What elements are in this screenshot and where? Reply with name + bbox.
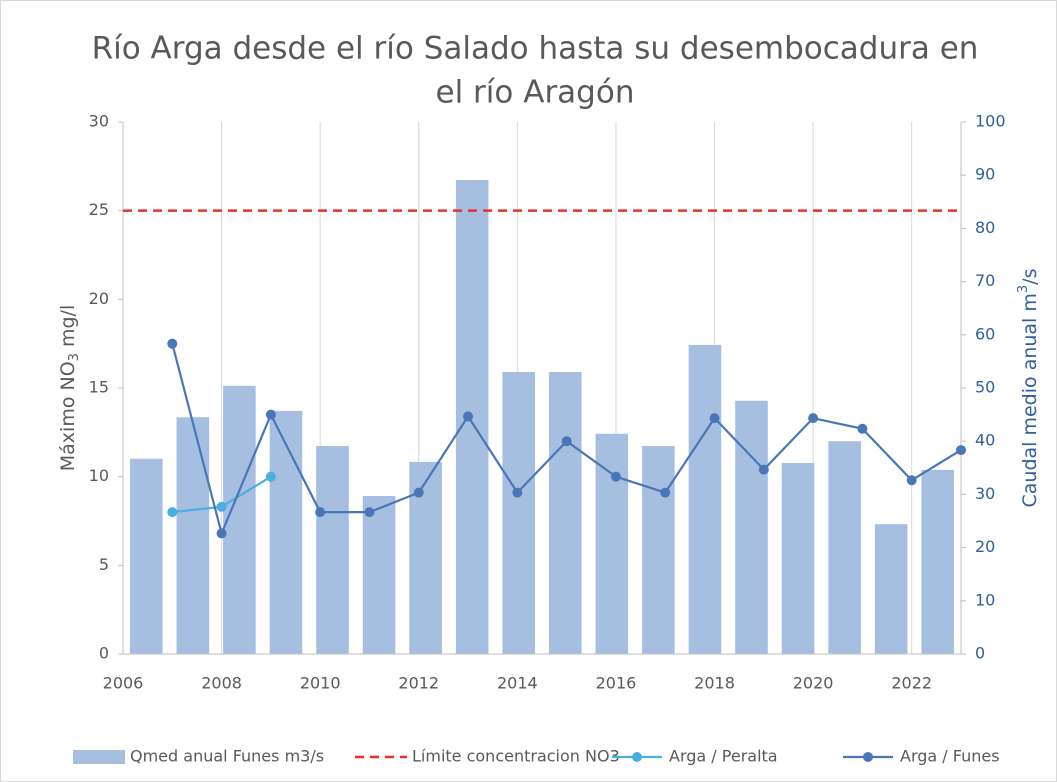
y-tick-label: 5 bbox=[99, 555, 109, 574]
x-tick-label: 2010 bbox=[300, 674, 341, 693]
bar bbox=[176, 417, 210, 654]
y2-tick-label: 70 bbox=[975, 271, 995, 290]
point bbox=[561, 436, 572, 447]
y-axis-label-sub: 3 bbox=[67, 353, 82, 361]
legend-swatch bbox=[73, 750, 125, 764]
legend-label: Arga / Peralta bbox=[669, 747, 778, 766]
y2-axis-label: Caudal medio anual m3/s bbox=[1016, 269, 1041, 508]
y2-tick-label: 80 bbox=[975, 218, 995, 237]
y-axis-label: Máximo NO3 mg/l bbox=[57, 305, 82, 471]
bar bbox=[874, 524, 908, 654]
y-tick-label: 30 bbox=[89, 112, 109, 131]
legend-swatch bbox=[632, 752, 642, 762]
x-tick-label: 2020 bbox=[793, 674, 834, 693]
bar bbox=[781, 463, 815, 654]
point bbox=[808, 413, 819, 424]
y-tick-label: 15 bbox=[89, 378, 109, 397]
y2-tick-label: 10 bbox=[975, 590, 995, 609]
point bbox=[610, 471, 621, 482]
bar bbox=[735, 400, 768, 654]
y2-axis-label-sup: 3 bbox=[1016, 285, 1031, 293]
bar bbox=[548, 372, 582, 654]
bar bbox=[921, 469, 955, 654]
y2-tick-label: 20 bbox=[975, 537, 995, 556]
y-axis-label-part: Máximo NO bbox=[57, 361, 79, 471]
bar bbox=[129, 458, 163, 654]
y-tick-label: 25 bbox=[89, 200, 109, 219]
bar bbox=[828, 441, 861, 654]
y-tick-label: 10 bbox=[89, 466, 109, 485]
point bbox=[660, 487, 671, 498]
point bbox=[956, 445, 966, 456]
point bbox=[758, 464, 769, 475]
point bbox=[857, 423, 868, 434]
x-tick-label: 2014 bbox=[497, 674, 538, 693]
chart-title: el río Aragón bbox=[436, 75, 635, 111]
y2-tick-label: 40 bbox=[975, 431, 995, 450]
x-tick-label: 2008 bbox=[201, 674, 242, 693]
point bbox=[463, 411, 474, 422]
legend-label: Arga / Funes bbox=[900, 747, 1000, 766]
point bbox=[167, 507, 178, 518]
point bbox=[265, 409, 276, 420]
bar bbox=[502, 372, 536, 654]
bar bbox=[595, 433, 629, 654]
y-tick-label: 0 bbox=[99, 644, 109, 663]
chart-title: Río Arga desde el río Salado hasta su de… bbox=[92, 31, 979, 67]
x-tick-label: 2016 bbox=[596, 674, 637, 693]
y-axis-label-part: mg/l bbox=[57, 305, 79, 353]
point bbox=[216, 501, 227, 512]
point bbox=[315, 507, 326, 518]
y2-tick-label: 60 bbox=[975, 324, 995, 343]
y2-tick-label: 30 bbox=[975, 484, 995, 503]
legend-label: Qmed anual Funes m3/s bbox=[130, 747, 324, 766]
point bbox=[364, 507, 375, 518]
x-tick-label: 2006 bbox=[103, 674, 144, 693]
legend-label: Límite concentracion NO3 bbox=[412, 747, 620, 766]
y-tick-label: 20 bbox=[89, 289, 109, 308]
point bbox=[906, 475, 917, 486]
point bbox=[265, 471, 276, 482]
y2-axis-label-part: /s bbox=[1019, 269, 1041, 285]
legend-swatch bbox=[863, 752, 873, 762]
x-tick-label: 2012 bbox=[398, 674, 439, 693]
bar bbox=[362, 495, 396, 654]
point bbox=[216, 528, 227, 539]
point bbox=[413, 487, 424, 498]
point bbox=[167, 338, 178, 349]
y2-tick-label: 100 bbox=[975, 112, 1006, 131]
point bbox=[512, 487, 523, 498]
bar bbox=[642, 445, 675, 654]
bar bbox=[269, 410, 303, 654]
bar bbox=[316, 445, 349, 654]
x-tick-label: 2022 bbox=[891, 674, 932, 693]
bar bbox=[688, 344, 722, 654]
x-tick-label: 2018 bbox=[694, 674, 735, 693]
y2-tick-label: 0 bbox=[975, 644, 985, 663]
bar bbox=[223, 385, 256, 654]
point bbox=[709, 413, 720, 424]
y2-axis-label-part: Caudal medio anual m bbox=[1019, 293, 1041, 507]
y2-tick-label: 90 bbox=[975, 165, 995, 184]
y2-tick-label: 50 bbox=[975, 378, 995, 397]
